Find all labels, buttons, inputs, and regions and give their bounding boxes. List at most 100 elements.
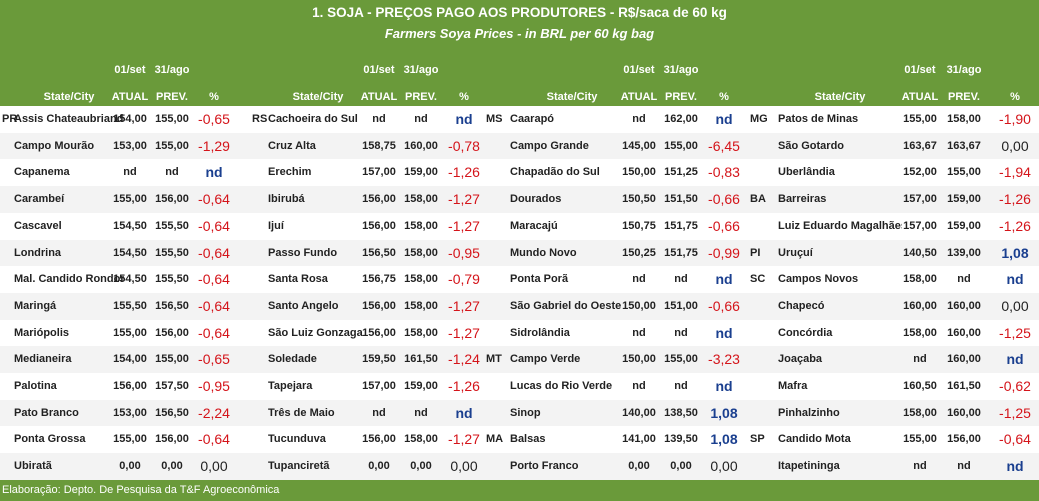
percent-change: -0,65 bbox=[198, 111, 230, 127]
price-prev: 160,00 bbox=[947, 406, 981, 419]
page-title: 1. SOJA - PREÇOS PAGO AOS PRODUTORES - R… bbox=[312, 5, 727, 20]
percent-change: -1,26 bbox=[448, 378, 480, 394]
price-atual: 0,00 bbox=[628, 460, 650, 473]
price-prev: 156,00 bbox=[155, 433, 189, 446]
price-atual: 155,00 bbox=[113, 433, 147, 446]
price-prev: 156,00 bbox=[155, 193, 189, 206]
percent-change: nd bbox=[1006, 271, 1024, 288]
percent-change: -0,64 bbox=[198, 431, 230, 448]
price-prev: 156,50 bbox=[155, 406, 189, 419]
percent-change: -1,25 bbox=[999, 404, 1031, 421]
price-prev: nd bbox=[414, 113, 428, 125]
table-row: Palotina 156,00 157,50 -0,95 Tapejara 157,00 1… bbox=[0, 373, 1039, 400]
city-name: Dourados bbox=[510, 193, 562, 206]
header-state-city: State/City bbox=[814, 91, 866, 103]
header-date-current: 01/set bbox=[363, 64, 395, 76]
city-name: Lucas do Rio Verde bbox=[510, 380, 613, 392]
price-prev: 158,00 bbox=[404, 246, 438, 259]
percent-change: nd bbox=[455, 111, 473, 127]
price-prev: 158,00 bbox=[947, 113, 981, 125]
city-name: Cascavel bbox=[14, 219, 62, 232]
state-code bbox=[486, 240, 508, 267]
price-prev: 158,00 bbox=[404, 299, 438, 312]
price-prev: 151,50 bbox=[664, 193, 698, 206]
percent-change: 0,00 bbox=[710, 458, 738, 475]
percent-change: -0,95 bbox=[448, 244, 480, 261]
state-code bbox=[486, 293, 508, 320]
table-row: Cascavel 154,50 155,50 -0,64 Ijuí 156,00 158,0… bbox=[0, 213, 1039, 240]
state-code bbox=[486, 400, 508, 427]
percent-change: nd bbox=[715, 111, 733, 127]
state-code bbox=[750, 320, 772, 347]
percent-change: -1,26 bbox=[448, 164, 480, 181]
price-prev: 151,25 bbox=[664, 166, 698, 179]
price-atual: 156,00 bbox=[362, 219, 396, 232]
city-name: Candido Mota bbox=[778, 433, 851, 446]
price-prev: 160,00 bbox=[404, 139, 438, 152]
state-code: PI bbox=[750, 246, 761, 259]
percent-change: -1,26 bbox=[999, 191, 1031, 208]
header-atual: ATUAL bbox=[111, 91, 149, 103]
percent-change: -0,64 bbox=[198, 244, 230, 261]
header-date-current: 01/set bbox=[904, 64, 936, 76]
price-prev: 138,50 bbox=[664, 406, 698, 419]
price-atual: 158,75 bbox=[362, 139, 396, 152]
price-atual: 160,50 bbox=[903, 380, 937, 392]
city-name: Mafra bbox=[778, 380, 808, 392]
price-prev: nd bbox=[674, 273, 688, 286]
price-atual: 157,00 bbox=[362, 380, 396, 392]
state-code bbox=[486, 213, 508, 240]
percent-change: -0,83 bbox=[708, 164, 740, 181]
percent-change: -1,94 bbox=[999, 164, 1031, 181]
price-atual: 154,50 bbox=[113, 246, 147, 259]
percent-change: -0,64 bbox=[198, 324, 230, 341]
header-date-previous: 31/ago bbox=[403, 64, 439, 76]
state-code bbox=[486, 320, 508, 347]
price-atual: nd bbox=[632, 380, 646, 392]
price-atual: 153,00 bbox=[113, 406, 147, 419]
price-atual: 141,00 bbox=[622, 433, 656, 446]
price-prev: 161,50 bbox=[947, 380, 981, 392]
price-atual: 160,00 bbox=[903, 299, 937, 312]
city-name: São Luiz Gonzaga bbox=[268, 326, 363, 339]
state-code bbox=[750, 293, 772, 320]
price-prev: 0,00 bbox=[161, 460, 183, 473]
price-prev: 160,00 bbox=[947, 353, 981, 366]
city-name: Campos Novos bbox=[778, 273, 859, 286]
percent-change: 1,08 bbox=[710, 431, 738, 448]
price-atual: 158,00 bbox=[903, 406, 937, 419]
price-atual: nd bbox=[372, 406, 386, 419]
header-date-previous: 31/ago bbox=[663, 64, 699, 76]
header-percent: % bbox=[459, 91, 469, 103]
price-atual: nd bbox=[632, 326, 646, 339]
state-code: MG bbox=[750, 113, 768, 125]
state-code bbox=[486, 186, 508, 213]
state-code: MS bbox=[486, 113, 503, 125]
percent-change: 0,00 bbox=[450, 458, 478, 475]
price-atual: 158,00 bbox=[903, 326, 937, 339]
table-row: Maringá 155,50 156,50 -0,64 Santo Angelo 156,… bbox=[0, 292, 1039, 320]
table-row: Londrina 154,50 155,50 -0,64 Passo Fundo 156,… bbox=[0, 239, 1039, 267]
percent-change: -0,78 bbox=[448, 137, 480, 154]
state-code: PR bbox=[2, 113, 18, 125]
table-row: Ponta Grossa 155,00 156,00 -0,64 Tucunduva 15… bbox=[0, 426, 1039, 453]
percent-change: -1,25 bbox=[999, 324, 1031, 341]
percent-change: -0,66 bbox=[708, 217, 740, 234]
price-atual: 150,00 bbox=[622, 299, 656, 312]
price-atual: 157,00 bbox=[903, 193, 937, 206]
percent-change: nd bbox=[715, 271, 733, 288]
city-name: Mundo Novo bbox=[510, 246, 577, 259]
percent-change: nd bbox=[455, 404, 473, 421]
city-name: Palotina bbox=[14, 380, 57, 392]
price-prev: nd bbox=[414, 406, 428, 419]
price-atual: nd bbox=[632, 273, 646, 286]
price-prev: 158,00 bbox=[404, 273, 438, 286]
state-code bbox=[486, 373, 508, 400]
price-prev: 158,00 bbox=[404, 193, 438, 206]
city-name: Ibirubá bbox=[268, 193, 305, 206]
percent-change: -1,90 bbox=[999, 111, 1031, 127]
page-subtitle: Farmers Soya Prices - in BRL per 60 kg b… bbox=[384, 26, 655, 41]
header-atual: ATUAL bbox=[620, 91, 658, 103]
percent-change: 0,00 bbox=[200, 458, 228, 475]
